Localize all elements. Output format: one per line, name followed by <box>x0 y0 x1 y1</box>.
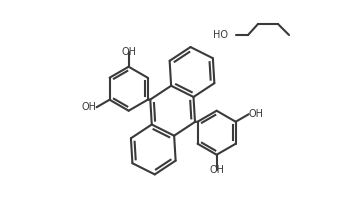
Text: OH: OH <box>209 165 224 175</box>
Text: OH: OH <box>249 109 264 119</box>
Text: OH: OH <box>81 102 97 112</box>
Text: OH: OH <box>121 47 136 57</box>
Text: HO: HO <box>213 30 228 40</box>
